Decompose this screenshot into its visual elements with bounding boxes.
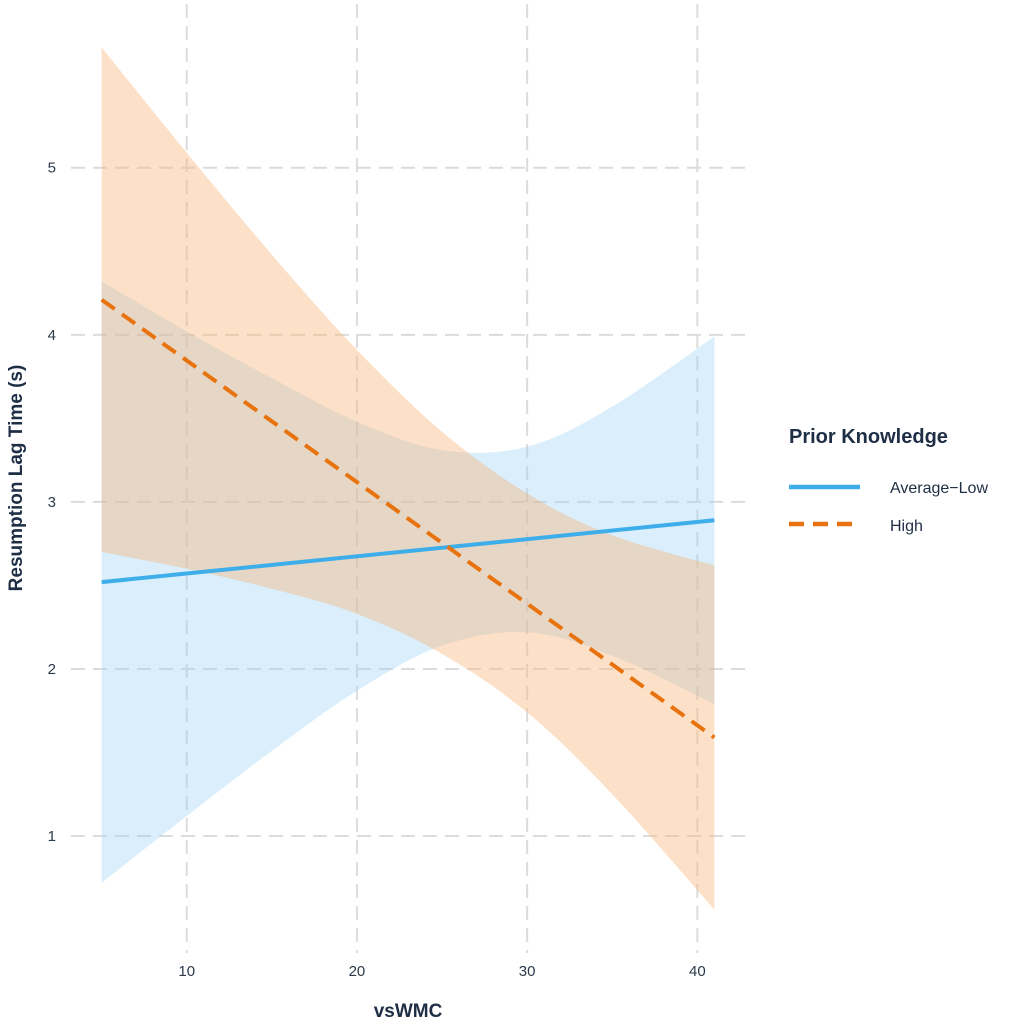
y-axis-title: Resumption Lag Time (s) [6, 365, 27, 592]
x-axis-title: vsWMC [374, 1001, 443, 1022]
y-tick-label: 4 [48, 327, 56, 344]
x-tick-label: 10 [178, 963, 195, 980]
y-tick-labels: 1 2 3 4 5 [48, 160, 56, 845]
y-tick-label: 3 [48, 494, 56, 511]
y-tick-label: 5 [48, 160, 56, 177]
confidence-band-high [101, 47, 715, 910]
confidence-bands [101, 47, 715, 910]
series-line-high [100, 298, 716, 740]
legend: Prior Knowledge Average−Low High [789, 426, 988, 535]
x-tick-labels: 10 20 30 40 [178, 963, 705, 980]
legend-title: Prior Knowledge [789, 426, 948, 448]
x-tick-label: 20 [349, 963, 366, 980]
y-tick-label: 2 [48, 661, 56, 678]
grid [71, 4, 745, 953]
y-tick-label: 1 [48, 828, 56, 845]
series-lines [100, 298, 716, 740]
legend-label-high: High [890, 518, 923, 535]
x-tick-label: 30 [519, 963, 536, 980]
x-tick-label: 40 [689, 963, 706, 980]
confidence-band-average-low [101, 281, 715, 883]
legend-label-average-low: Average−Low [890, 480, 988, 497]
series-line-average-low [101, 518, 715, 585]
